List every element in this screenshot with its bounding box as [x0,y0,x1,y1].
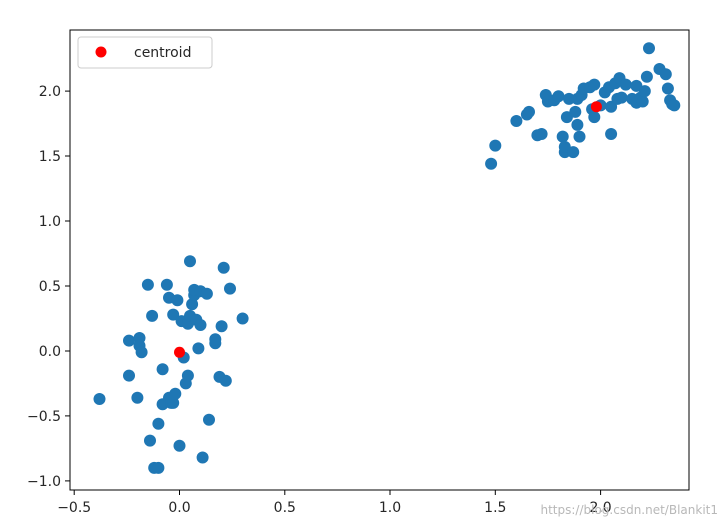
y-tick-label: −0.5 [27,409,61,425]
y-tick-label: −1.0 [27,474,61,490]
data-point [152,461,165,474]
data-point [615,91,628,104]
watermark-text: https://blog.csdn.net/Blankit1 [540,503,718,517]
data-point [661,82,674,95]
data-point [184,255,196,268]
centroid-point [590,101,602,113]
data-point [567,146,580,159]
data-point [200,287,213,300]
data-point [169,387,182,400]
data-point [93,393,106,405]
data-point [146,309,159,322]
x-tick-label: 1.0 [379,500,401,516]
data-point [181,369,194,382]
data-point [643,42,655,55]
data-point [209,333,222,346]
data-point [171,294,184,307]
data-point [569,105,582,118]
data-point [123,334,135,347]
data-point [173,439,186,452]
data-point [638,85,651,98]
data-point [535,128,548,140]
data-point [186,298,199,311]
y-tick-label: 0.5 [39,279,61,295]
data-point [523,105,535,118]
axes-layer: −0.5 0.0 0.5 1.0 1.5 2.0 −1.0 −0.5 0.0 0.5 1.0 1.5 2… [27,29,690,516]
data-point [196,451,209,464]
data-point [219,374,232,387]
data-point [668,99,681,112]
data-point [217,261,230,274]
data-point [588,111,601,124]
data-point [571,118,584,131]
x-tick-label: 1.5 [484,500,506,516]
data-point [552,90,565,103]
data-point [167,396,180,409]
data-point [588,78,601,91]
data-point [123,369,135,382]
data-point [131,391,144,404]
data-point [605,128,618,140]
y-tick-label: 2.0 [39,84,61,100]
x-tick-label: 0.0 [168,500,190,516]
data-point [573,130,586,143]
data-point [563,92,575,105]
data-point [135,346,148,359]
data-point [192,342,205,355]
y-tick-label: 0.0 [39,344,61,360]
axes-frame [69,29,690,491]
legend-centroid-marker [95,46,107,58]
legend-frame [77,36,213,69]
legend-label: centroid [134,45,191,61]
legend: centroid [77,36,213,69]
data-point [619,78,632,91]
centroid-point [174,346,185,358]
data-point [203,413,215,426]
data-point [485,157,498,170]
data-point [194,319,207,331]
data-point [510,115,523,127]
data-point [659,68,672,81]
x-tick-label: −0.5 [57,500,91,516]
data-point [152,417,165,430]
data-point [144,434,156,447]
data-point [167,308,180,321]
data-point [556,130,569,143]
data-point [636,95,649,108]
x-tick-label: 2.0 [589,500,611,516]
data-point [141,278,154,291]
data-point [156,363,169,376]
y-tick-label: 1.0 [39,214,61,230]
data-point [160,278,173,291]
data-point [489,139,502,152]
x-tick-label: 0.5 [274,500,296,516]
marks-layer [93,42,681,474]
data-point [215,320,228,333]
data-point [224,282,236,295]
data-point [640,70,653,83]
y-tick-label: 1.5 [39,149,61,165]
data-point [236,312,249,325]
